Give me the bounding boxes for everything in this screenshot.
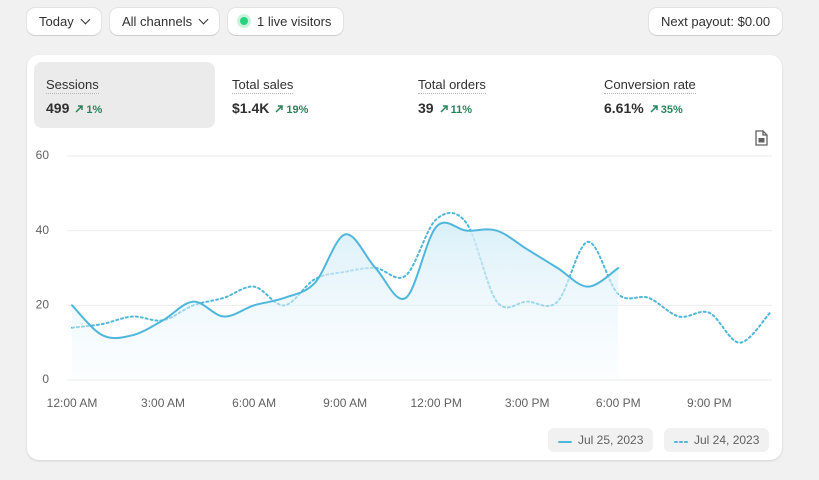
- metric-change: 19%: [275, 104, 308, 116]
- metric-value-row: 6.61% 35%: [604, 100, 761, 116]
- metric-value: 6.61%: [604, 100, 644, 116]
- button-label: Today: [39, 14, 74, 29]
- x-tick-label: 9:00 AM: [323, 396, 367, 410]
- legend-swatch: [674, 441, 688, 443]
- live-visitors[interactable]: 1 live visitors: [228, 8, 344, 35]
- button-label: All channels: [122, 14, 193, 29]
- metric-value-row: 499 1%: [46, 100, 203, 116]
- y-tick-label: 20: [36, 298, 50, 312]
- export-icon[interactable]: [754, 130, 768, 146]
- up-arrow: [440, 105, 448, 113]
- payout-button[interactable]: Next payout: $0.00: [649, 8, 783, 35]
- y-tick-label: 0: [42, 372, 49, 386]
- x-tick-label: 12:00 PM: [410, 396, 461, 410]
- legend-item[interactable]: Jul 24, 2023: [664, 428, 770, 452]
- legend-label: Jul 25, 2023: [578, 433, 644, 447]
- metric-change-value: 11%: [450, 104, 472, 116]
- metric-label-row: Sessions: [46, 76, 203, 94]
- metric-change-value: 35%: [660, 104, 683, 116]
- metric-value-row: 39 11%: [418, 100, 575, 116]
- x-tick-label: 3:00 PM: [505, 396, 550, 410]
- metric-value-row: $1.4K 19%: [232, 100, 389, 116]
- button-label: Next payout: $0.00: [661, 14, 771, 29]
- metric-tile[interactable]: Total sales $1.4K 19%: [220, 62, 401, 128]
- up-arrow: [75, 105, 84, 113]
- x-tick-label: 9:00 PM: [687, 396, 732, 410]
- metric-value: $1.4K: [232, 100, 270, 116]
- chart: 0 20 40 60 12:00 AM 3:00 AM 6:00 AM 9:00 AM 12:0…: [36, 148, 772, 410]
- legend-swatch: [558, 441, 572, 443]
- metric-change-value: 19%: [286, 104, 309, 116]
- area-fill: [72, 222, 619, 380]
- metric-label: Sessions: [46, 77, 99, 94]
- metric-tile[interactable]: Conversion rate 6.61% 35%: [592, 62, 773, 128]
- metric-change: 35%: [650, 104, 683, 116]
- legend-label: Jul 24, 2023: [694, 433, 760, 447]
- analytics-card: Sessions 499 1% Total sales $1.4K 19% Total or…: [27, 55, 782, 460]
- metric-change: 1%: [75, 104, 102, 116]
- metric-change: 11%: [440, 104, 472, 116]
- button-label: 1 live visitors: [257, 14, 332, 29]
- series-line: [71, 221, 620, 340]
- legend-item[interactable]: Jul 25, 2023: [548, 428, 654, 452]
- channel-filter[interactable]: All channels: [110, 8, 220, 35]
- up-arrow: [650, 105, 658, 113]
- y-tick-label: 40: [36, 223, 50, 237]
- x-tick-label: 12:00 AM: [47, 396, 98, 410]
- metric-label-row: Total sales: [232, 76, 389, 94]
- date-filter[interactable]: Today: [27, 8, 101, 35]
- y-tick-label: 60: [36, 148, 50, 162]
- metric-tile[interactable]: Sessions 499 1%: [34, 62, 215, 128]
- metric-value: 499: [46, 100, 70, 116]
- up-arrow: [275, 105, 284, 113]
- metric-value: 39: [418, 100, 434, 116]
- metric-label: Total orders: [418, 77, 486, 94]
- metric-label-row: Conversion rate: [604, 76, 761, 94]
- metric-label: Conversion rate: [604, 77, 696, 94]
- x-tick-label: 6:00 PM: [596, 396, 641, 410]
- metric-label: Total sales: [232, 77, 294, 94]
- x-tick-label: 3:00 AM: [141, 396, 185, 410]
- metric-change-value: 1%: [86, 104, 103, 116]
- x-tick-label: 6:00 AM: [232, 396, 276, 410]
- metric-label-row: Total orders: [418, 76, 575, 94]
- metric-tile[interactable]: Total orders 39 11%: [406, 62, 587, 128]
